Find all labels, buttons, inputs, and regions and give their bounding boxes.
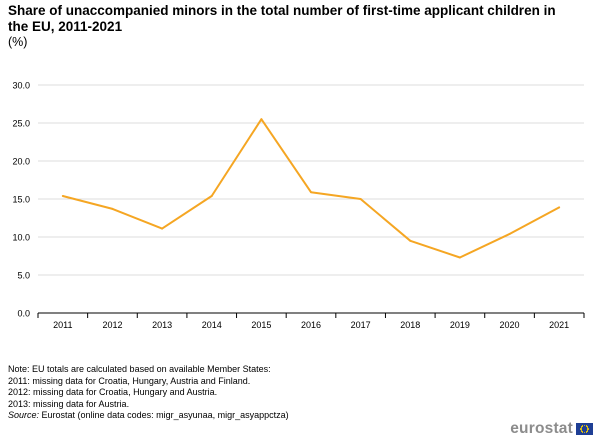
data-point xyxy=(210,194,213,197)
note-line: 2013: missing data for Austria. xyxy=(8,398,130,409)
x-tick-label: 2015 xyxy=(251,320,271,330)
x-axis xyxy=(37,312,585,318)
data-point xyxy=(458,256,461,259)
x-tick-label: 2012 xyxy=(102,320,122,330)
source-line: Source: Eurostat (online data codes: mig… xyxy=(8,410,289,422)
y-tick-label: 10.0 xyxy=(12,233,30,243)
chart-title: Share of unaccompanied minors in the tot… xyxy=(8,3,556,34)
source-label: Source: xyxy=(8,410,40,420)
y-axis-ticks: 0.0 5.0 10.0 15.0 20.0 25.0 30.0 xyxy=(12,81,30,319)
x-tick-label: 2018 xyxy=(400,320,420,330)
x-tick-label: 2011 xyxy=(53,320,72,330)
unit-label: (%) xyxy=(8,35,28,49)
data-point xyxy=(508,232,511,235)
data-point xyxy=(409,239,412,242)
eu-flag-icon xyxy=(576,423,593,435)
data-point xyxy=(558,206,561,209)
gridlines xyxy=(38,84,584,276)
logo-text: eurostat xyxy=(510,420,573,437)
y-tick-label: 30.0 xyxy=(12,81,30,91)
series-lines xyxy=(61,118,561,259)
note-line: Note: EU totals are calculated based on … xyxy=(8,364,271,374)
data-point xyxy=(111,207,114,210)
y-tick-label: 15.0 xyxy=(12,195,30,205)
x-tick-label: 2021 xyxy=(549,320,569,330)
data-point xyxy=(260,118,263,121)
data-point xyxy=(310,191,312,194)
data-point xyxy=(359,198,362,200)
x-tick-label: 2016 xyxy=(301,320,321,330)
data-point xyxy=(61,194,64,197)
note-line: 2012: missing data for Croatia, Hungary … xyxy=(8,387,218,397)
x-tick-label: 2020 xyxy=(500,320,520,330)
y-tick-label: 20.0 xyxy=(12,157,30,167)
line-chart: 0.05.010.015.020.025.030.0 2011 2012 2013 2… xyxy=(12,81,585,330)
eurostat-logo: eurostat xyxy=(510,420,593,438)
y-tick-label: 0.0 xyxy=(17,309,30,319)
x-tick-label: 2014 xyxy=(202,320,222,330)
x-tick-label: 2019 xyxy=(450,320,470,330)
x-axis-ticks: 2011 2012 2013 2014 2015 2016 2017 2018 2019 2020… xyxy=(53,320,569,330)
y-tick-label: 5.0 xyxy=(17,271,30,281)
note-line: 2011: missing data for Croatia, Hungary,… xyxy=(8,375,251,386)
notes-block: Note: EU totals are calculated based on … xyxy=(8,364,289,422)
y-tick-label: 25.0 xyxy=(12,119,30,129)
x-tick-label: 2017 xyxy=(351,320,371,330)
data-point xyxy=(161,227,164,230)
x-tick-label: 2013 xyxy=(152,320,172,330)
source-text: Eurostat (online data codes: migr_asyuna… xyxy=(39,410,289,420)
